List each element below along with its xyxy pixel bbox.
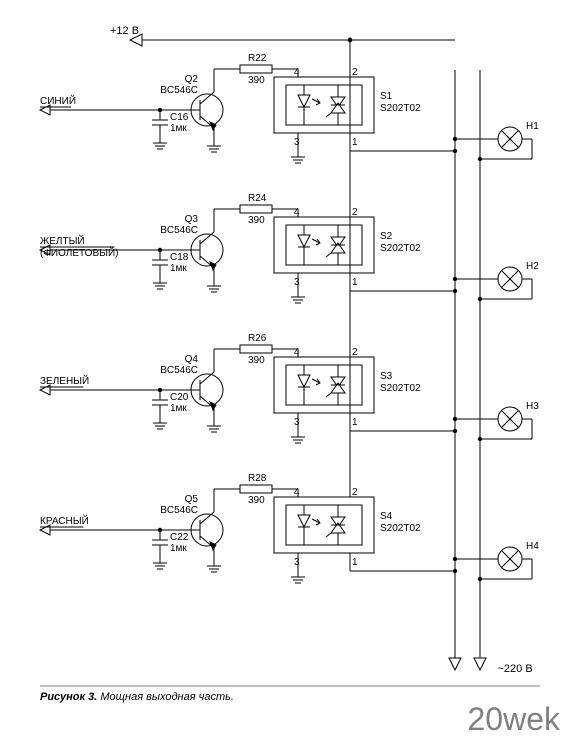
- cap-val: 1мк: [170, 543, 187, 554]
- input-label: КРАСНЫЙ: [40, 514, 89, 527]
- svg-text:+12 B: +12 B: [110, 25, 139, 37]
- svg-text:1: 1: [352, 277, 358, 288]
- svg-text:2: 2: [352, 67, 358, 78]
- cap-val: 1мк: [170, 263, 187, 274]
- q-part: BC546C: [160, 505, 198, 516]
- r-val: 390: [248, 495, 265, 506]
- svg-text:3: 3: [294, 417, 300, 428]
- r-val: 390: [248, 215, 265, 226]
- cap-ref: C20: [170, 392, 189, 403]
- svg-text:2: 2: [352, 347, 358, 358]
- cap-val: 1мк: [170, 123, 187, 134]
- schematic-diagram: +12 B~220 ВСИНИЙC161мкQ2BC546CR223904231…: [0, 0, 584, 737]
- q-ref: Q3: [185, 214, 199, 225]
- s-ref: S1: [380, 91, 393, 102]
- svg-text:1: 1: [352, 557, 358, 568]
- h-ref: H4: [526, 541, 539, 552]
- q-part: BC546C: [160, 85, 198, 96]
- figure-caption: Рисунок 3. Мощная выходная часть.: [40, 691, 234, 703]
- svg-text:3: 3: [294, 137, 300, 148]
- svg-text:1: 1: [352, 417, 358, 428]
- s-part: S202T02: [380, 243, 421, 254]
- r-ref: R28: [248, 473, 267, 484]
- cap-ref: C18: [170, 252, 189, 263]
- svg-text:~220 В: ~220 В: [498, 663, 533, 675]
- svg-text:2: 2: [352, 207, 358, 218]
- input-label: ЖЕЛТЫЙ: [40, 234, 85, 247]
- svg-text:3: 3: [294, 557, 300, 568]
- cap-ref: C22: [170, 532, 189, 543]
- q-ref: Q5: [185, 494, 199, 505]
- s-ref: S2: [380, 231, 393, 242]
- q-ref: Q2: [185, 74, 199, 85]
- watermark: 20wek: [468, 701, 562, 737]
- s-ref: S4: [380, 511, 393, 522]
- svg-text:(ФИОЛЕТОВЫЙ): (ФИОЛЕТОВЫЙ): [40, 246, 119, 259]
- s-part: S202T02: [380, 383, 421, 394]
- h-ref: H1: [526, 121, 539, 132]
- svg-text:2: 2: [352, 487, 358, 498]
- r-ref: R24: [248, 193, 267, 204]
- svg-text:1: 1: [352, 137, 358, 148]
- h-ref: H2: [526, 261, 539, 272]
- input-label: СИНИЙ: [40, 94, 76, 107]
- svg-text:3: 3: [294, 277, 300, 288]
- s-ref: S3: [380, 371, 393, 382]
- svg-text:4: 4: [294, 347, 300, 358]
- cap-ref: C16: [170, 112, 189, 123]
- s-part: S202T02: [380, 523, 421, 534]
- q-part: BC546C: [160, 365, 198, 376]
- r-ref: R22: [248, 53, 267, 64]
- r-ref: R26: [248, 333, 267, 344]
- r-val: 390: [248, 355, 265, 366]
- svg-text:4: 4: [294, 207, 300, 218]
- h-ref: H3: [526, 401, 539, 412]
- cap-val: 1мк: [170, 403, 187, 414]
- s-part: S202T02: [380, 103, 421, 114]
- channel: СИНИЙ C161мк Q2BC546C R22 390 4 2 3 1 S1S202T02 H1: [40, 38, 539, 163]
- q-ref: Q4: [185, 354, 199, 365]
- q-part: BC546C: [160, 225, 198, 236]
- svg-text:4: 4: [294, 487, 300, 498]
- r-val: 390: [248, 75, 265, 86]
- svg-text:4: 4: [294, 67, 300, 78]
- input-label: ЗЕЛЕНЫЙ: [40, 374, 89, 387]
